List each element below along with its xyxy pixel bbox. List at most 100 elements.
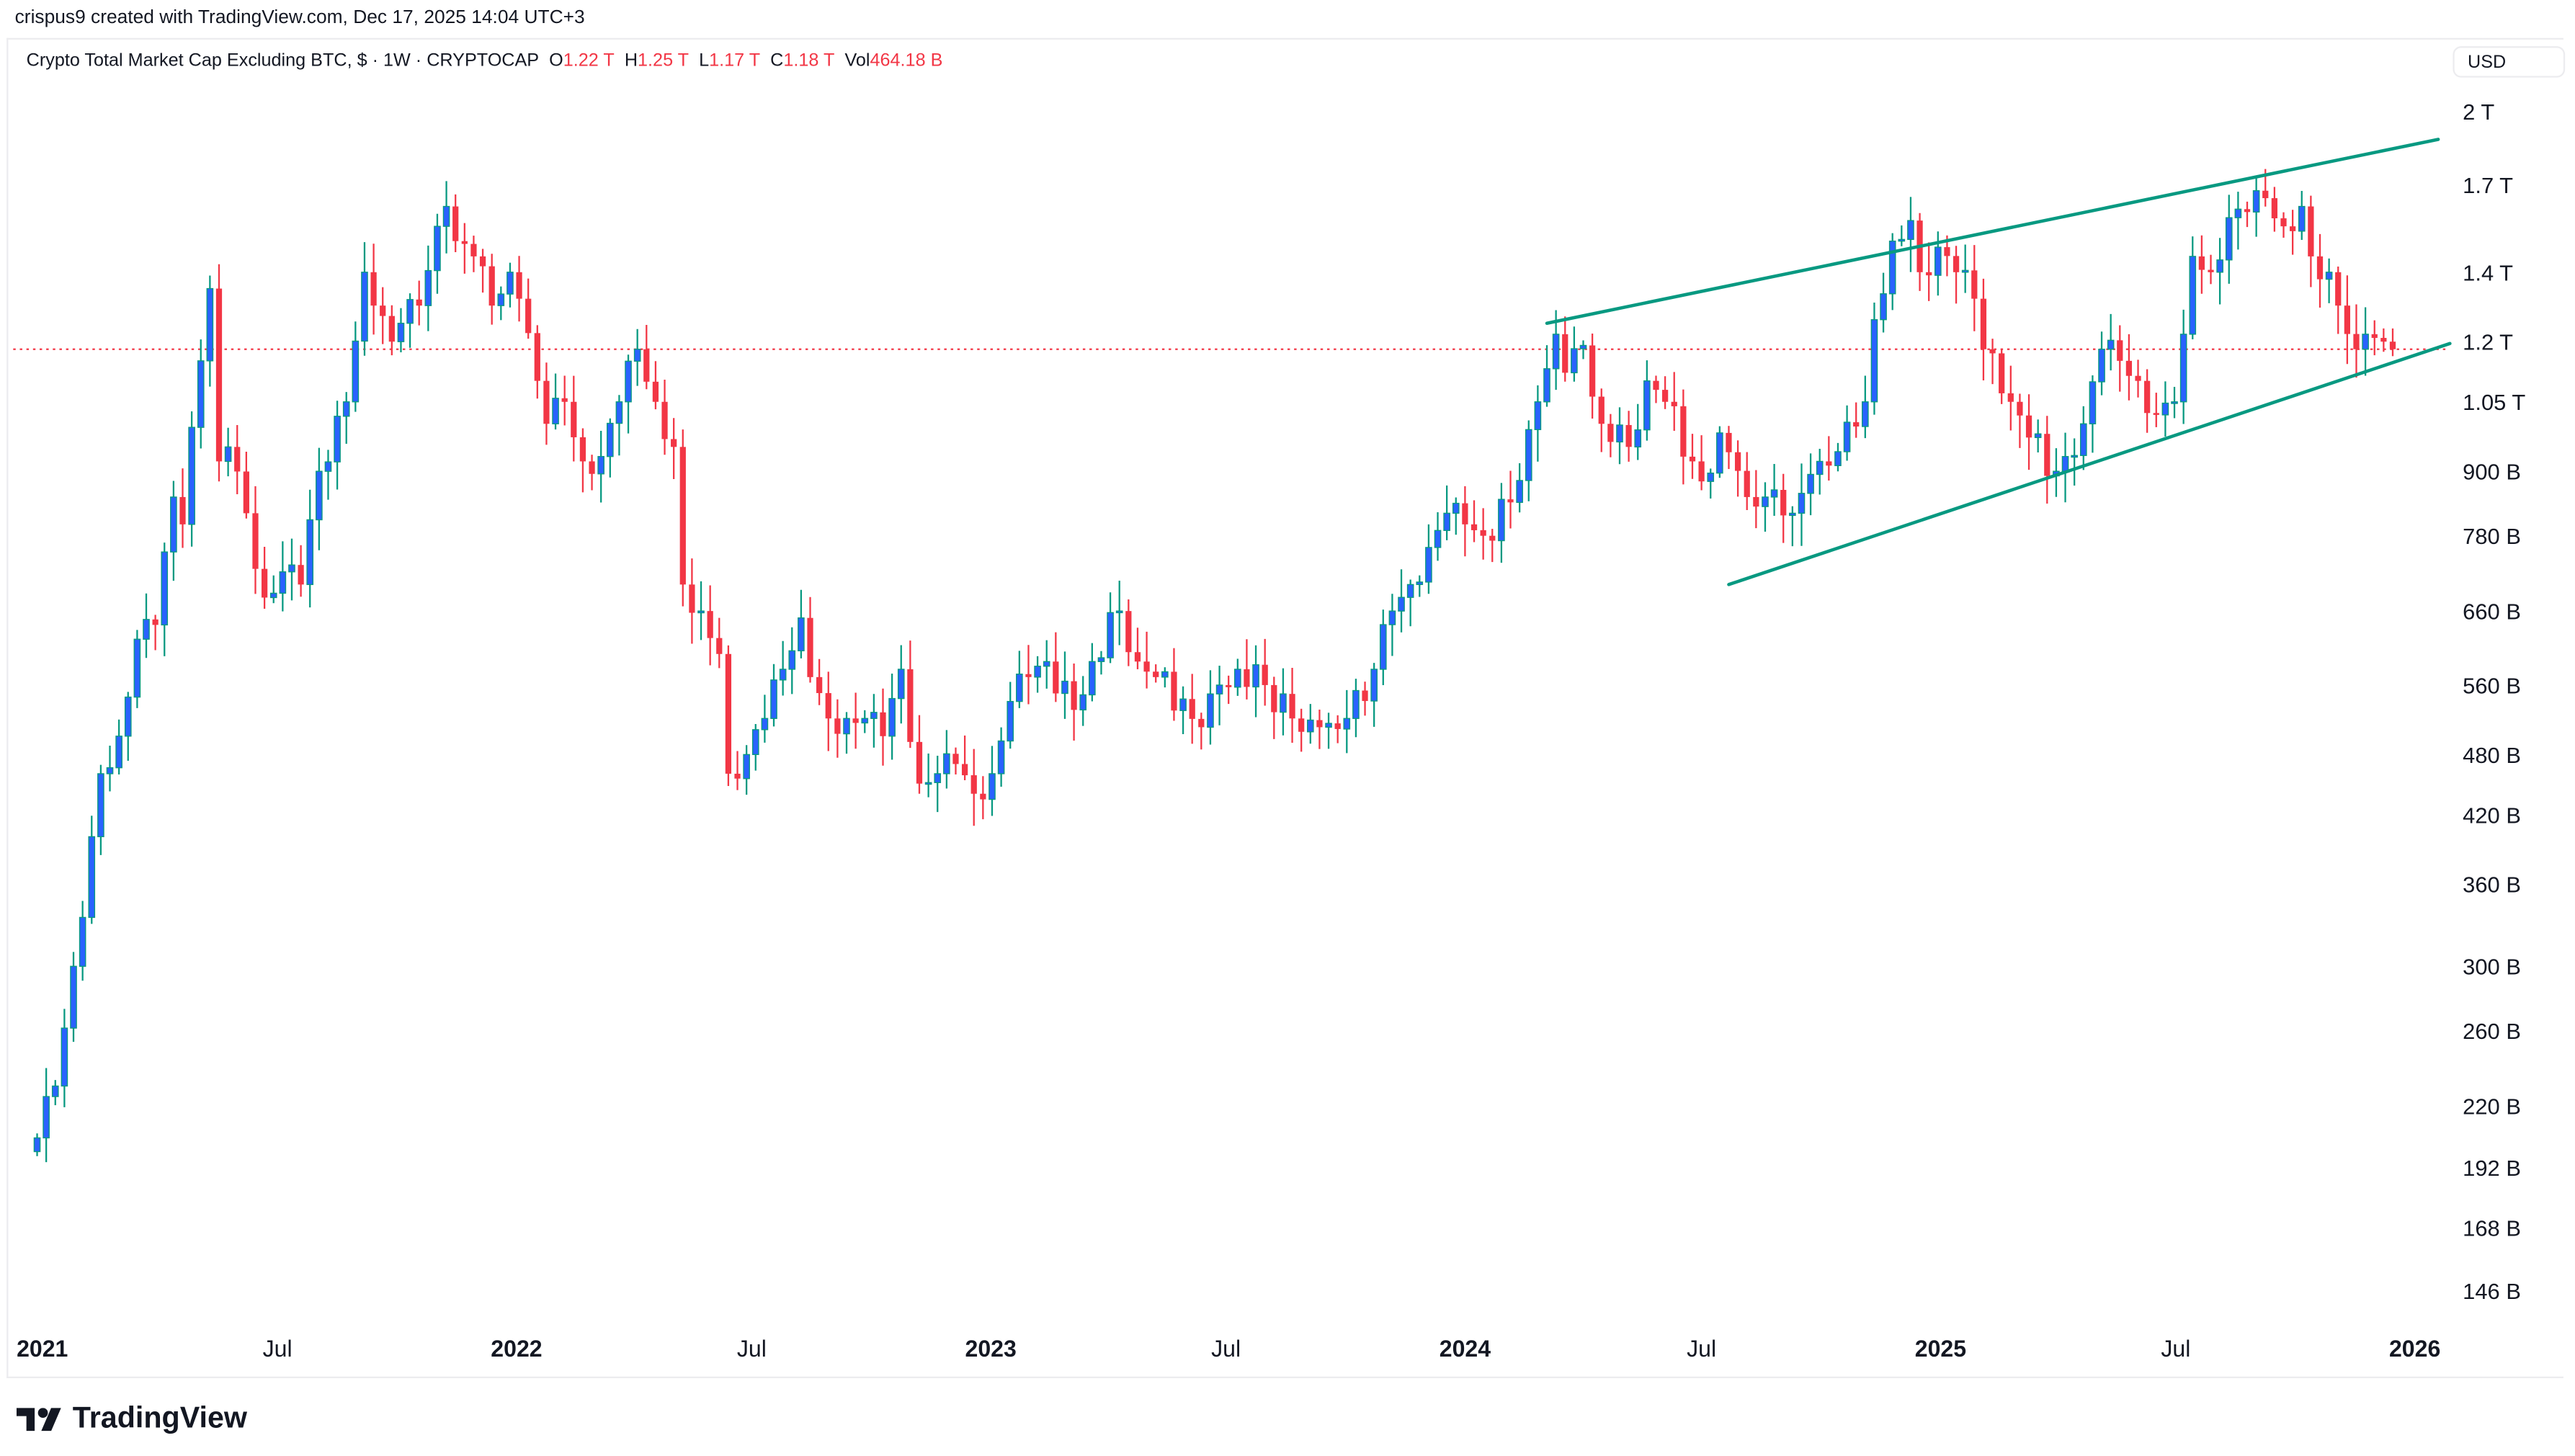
candle-down — [261, 546, 268, 609]
candle-up — [1880, 272, 1887, 333]
candle-down — [1316, 709, 1323, 749]
candle-down — [2198, 235, 2205, 294]
candle-down — [1471, 500, 1478, 542]
candle-body — [751, 729, 759, 756]
candle-up — [1498, 483, 1505, 563]
candles — [13, 169, 2447, 1163]
candle-body — [579, 437, 586, 462]
candle-up — [1425, 524, 1432, 594]
candle-body — [97, 773, 104, 838]
candle-up — [2079, 406, 2087, 470]
candle-up — [1115, 581, 1123, 646]
candle-body — [361, 272, 368, 342]
candle-up — [1961, 244, 1969, 293]
candle-body — [1334, 723, 1341, 729]
upper-trendline[interactable] — [1545, 138, 2440, 325]
candle-up — [434, 213, 441, 294]
tradingview-logo: TradingView — [16, 1401, 247, 1436]
candle-body — [2025, 415, 2032, 438]
candle-body — [288, 564, 295, 573]
candle-body — [516, 272, 522, 299]
candle-body — [1089, 661, 1096, 696]
candle-body — [989, 773, 996, 800]
candle-down — [1726, 426, 1732, 470]
candle-body — [342, 401, 350, 417]
candle-body — [1289, 694, 1295, 719]
candle-body — [479, 256, 486, 267]
candle-body — [2335, 272, 2342, 306]
candle-body — [807, 617, 813, 677]
candle-down — [2308, 195, 2314, 287]
candle-down — [1853, 402, 1860, 438]
candle-body — [1579, 344, 1587, 349]
candle-up — [1834, 442, 1842, 472]
time-tick-label: Jul — [263, 1336, 293, 1362]
candle-up — [2161, 381, 2169, 437]
candle-down — [1734, 440, 1741, 497]
candle-up — [934, 756, 942, 813]
candle-down — [961, 735, 968, 780]
candle-body — [1306, 719, 1314, 733]
time-tick-label: Jul — [2161, 1336, 2190, 1362]
candle-up — [1215, 665, 1223, 725]
candle-up — [924, 753, 932, 798]
candle-down — [152, 615, 159, 651]
candle-body — [2171, 401, 2178, 404]
price-tick-label: 780 B — [2463, 524, 2521, 549]
candle-body — [434, 225, 441, 272]
candle-up — [397, 308, 405, 353]
candle-up — [615, 395, 623, 456]
candle-up — [1061, 651, 1068, 719]
candle-body — [1161, 671, 1169, 678]
low-label: L — [699, 51, 710, 71]
candle-down — [1971, 245, 1978, 331]
candle-up — [1907, 197, 1914, 272]
candle-body — [1571, 348, 1578, 374]
currency-button[interactable]: USD — [2453, 46, 2566, 78]
candle-body — [388, 316, 395, 342]
candle-up — [1252, 645, 1259, 718]
candle-down — [2280, 212, 2287, 238]
candle-up — [2189, 236, 2197, 339]
candle-body — [1388, 610, 1396, 625]
candle-down — [1607, 414, 1614, 457]
candle-up — [1370, 663, 1378, 727]
candle-body — [269, 592, 277, 599]
candle-down — [661, 380, 668, 455]
candle-up — [2098, 331, 2105, 396]
candle-down — [534, 325, 540, 399]
candle-up — [1434, 512, 1442, 561]
candle-body — [215, 288, 223, 462]
price-tick-label: 660 B — [2463, 599, 2521, 625]
candle-body — [2044, 434, 2050, 476]
candle-up — [861, 710, 869, 733]
candle-body — [1244, 669, 1250, 687]
candle-body — [1271, 684, 1277, 713]
candle-body — [1843, 421, 1851, 452]
close-value: 1.18 T — [783, 51, 835, 71]
candle-body — [934, 773, 942, 783]
candle-up — [269, 575, 277, 604]
candle-down — [525, 278, 532, 339]
tradingview-logo-icon — [16, 1407, 61, 1431]
candle-up — [1034, 656, 1041, 693]
candle-up — [424, 245, 432, 331]
candle-down — [589, 455, 595, 491]
candle-body — [1780, 489, 1787, 516]
candle-up — [279, 541, 287, 612]
candle-up — [1870, 302, 1878, 415]
candle-up — [170, 481, 177, 581]
candle-down — [707, 585, 713, 666]
candle-up — [1898, 225, 1906, 246]
candle-body — [661, 401, 668, 439]
candle-down — [1598, 388, 1605, 452]
candle-up — [133, 630, 141, 708]
candle-body — [1498, 499, 1505, 542]
lower-trendline[interactable] — [1727, 341, 2452, 586]
candle-down — [470, 236, 477, 272]
candle-up — [2325, 258, 2333, 303]
snapshot-credit: crispus9 created with TradingView.com, D… — [14, 8, 585, 28]
candle-down — [734, 751, 741, 790]
candle-up — [2216, 238, 2223, 305]
